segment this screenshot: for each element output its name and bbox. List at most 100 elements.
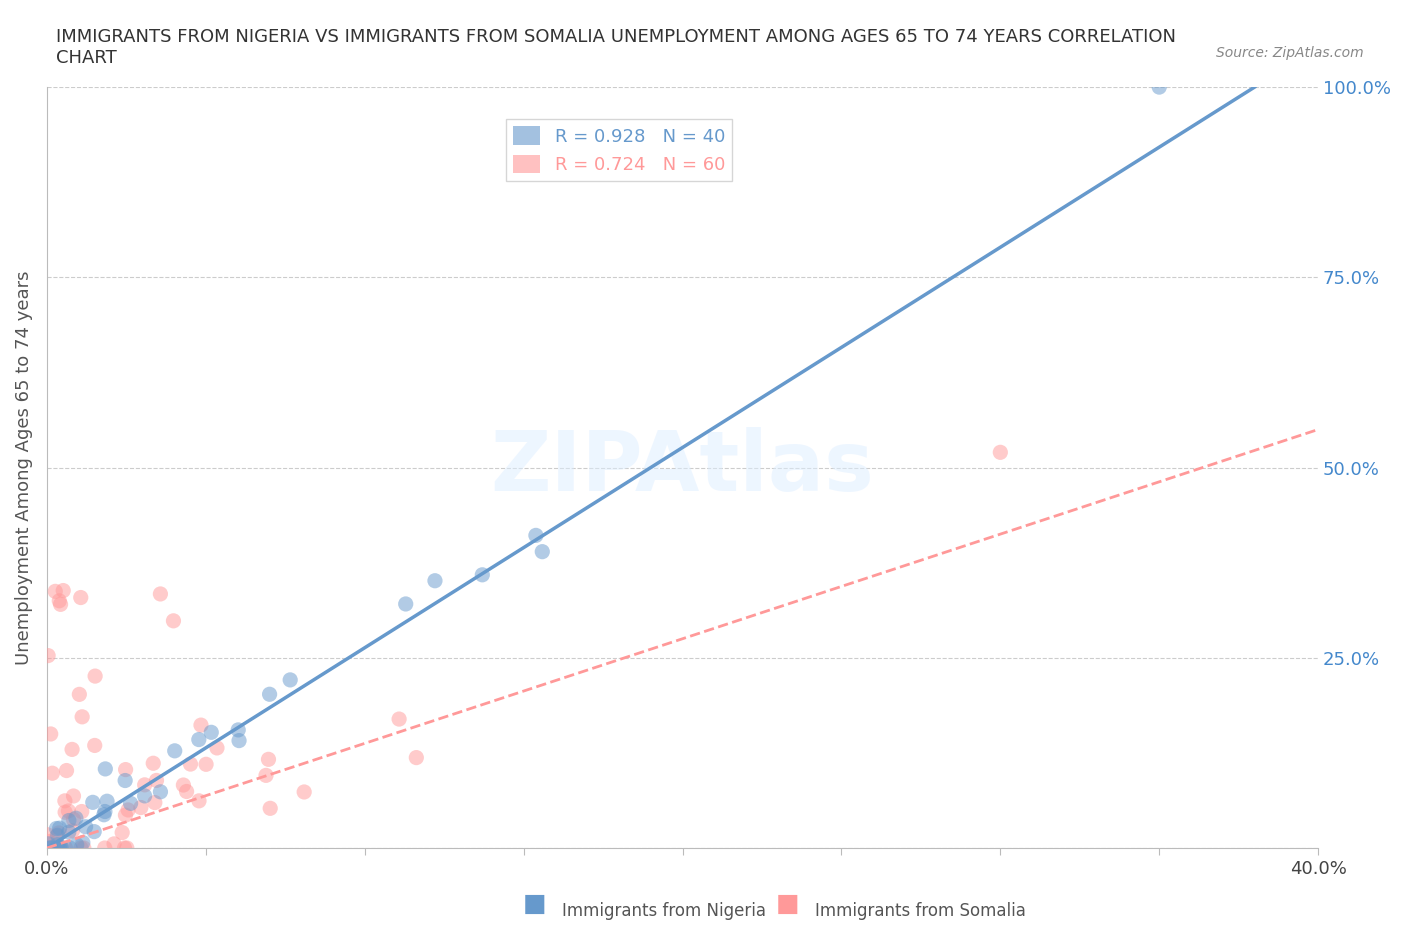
Text: Immigrants from Somalia: Immigrants from Somalia (815, 902, 1026, 921)
Immigrants from Somalia (94, 841, 117, 856)
Immigrants from Somalia (84, 669, 107, 684)
Immigrants from Somalia (188, 793, 211, 808)
Text: Immigrants from Nigeria: Immigrants from Nigeria (562, 902, 766, 921)
Immigrants from Somalia (53, 804, 76, 819)
Immigrants from Somalia (172, 777, 194, 792)
Immigrants from Somalia (114, 763, 136, 777)
Immigrants from Nigeria (93, 807, 115, 822)
Immigrants from Nigeria (134, 789, 156, 804)
Immigrants from Nigeria (200, 724, 222, 739)
Immigrants from Nigeria (72, 835, 94, 850)
Immigrants from Somalia (48, 841, 70, 856)
Immigrants from Somalia (55, 764, 77, 778)
Text: ■: ■ (523, 893, 546, 916)
Immigrants from Somalia (48, 593, 70, 608)
Immigrants from Nigeria (59, 841, 82, 856)
Immigrants from Somalia (73, 841, 96, 856)
Immigrants from Somalia (142, 756, 165, 771)
Immigrants from Somalia (55, 841, 77, 856)
Immigrants from Somalia (37, 834, 59, 849)
Immigrants from Somalia (37, 828, 59, 843)
Immigrants from Somalia (114, 841, 136, 856)
Immigrants from Somalia (70, 710, 93, 724)
Immigrants from Somalia (134, 777, 156, 792)
Immigrants from Somalia (292, 785, 315, 800)
Immigrants from Somalia (145, 773, 167, 788)
Immigrants from Nigeria (75, 819, 97, 834)
Immigrants from Nigeria (278, 672, 301, 687)
Immigrants from Nigeria (114, 773, 136, 788)
Immigrants from Somalia (117, 803, 139, 817)
Immigrants from Somalia (53, 793, 76, 808)
Immigrants from Nigeria (187, 732, 209, 747)
Immigrants from Nigeria (471, 567, 494, 582)
Immigrants from Nigeria (531, 544, 554, 559)
Immigrants from Nigeria (46, 837, 69, 852)
Immigrants from Somalia (48, 826, 70, 841)
Immigrants from Nigeria (58, 825, 80, 840)
Text: IMMIGRANTS FROM NIGERIA VS IMMIGRANTS FROM SOMALIA UNEMPLOYMENT AMONG AGES 65 TO: IMMIGRANTS FROM NIGERIA VS IMMIGRANTS FR… (56, 28, 1177, 67)
Immigrants from Nigeria (83, 824, 105, 839)
Immigrants from Somalia (70, 804, 93, 819)
Text: Source: ZipAtlas.com: Source: ZipAtlas.com (1216, 46, 1364, 60)
Immigrants from Somalia (45, 829, 67, 844)
Immigrants from Nigeria (395, 596, 418, 611)
Immigrants from Nigeria (46, 828, 69, 843)
Immigrants from Somalia (83, 738, 105, 753)
Immigrants from Nigeria (120, 796, 142, 811)
Legend: R = 0.928   N = 40, R = 0.724   N = 60: R = 0.928 N = 40, R = 0.724 N = 60 (506, 119, 733, 181)
Immigrants from Nigeria (226, 723, 249, 737)
Immigrants from Somalia (69, 591, 91, 605)
Immigrants from Nigeria (149, 784, 172, 799)
Immigrants from Somalia (205, 740, 228, 755)
Immigrants from Nigeria (48, 821, 70, 836)
Immigrants from Somalia (39, 726, 62, 741)
Immigrants from Nigeria (423, 573, 446, 588)
Immigrants from Nigeria (39, 841, 62, 856)
Immigrants from Somalia (37, 648, 59, 663)
Immigrants from Somalia (67, 687, 90, 702)
Immigrants from Somalia (176, 784, 198, 799)
Immigrants from Somalia (111, 825, 134, 840)
Immigrants from Somalia (114, 807, 136, 822)
Y-axis label: Unemployment Among Ages 65 to 74 years: Unemployment Among Ages 65 to 74 years (15, 271, 32, 665)
Immigrants from Somalia (388, 711, 411, 726)
Immigrants from Somalia (62, 789, 84, 804)
Text: ■: ■ (776, 893, 799, 916)
Immigrants from Somalia (179, 757, 201, 772)
Immigrants from Nigeria (82, 795, 104, 810)
Immigrants from Nigeria (49, 841, 72, 856)
Immigrants from Somalia (149, 587, 172, 602)
Immigrants from Somalia (115, 841, 138, 856)
Immigrants from Somalia (257, 751, 280, 766)
Immigrants from Somalia (49, 597, 72, 612)
Immigrants from Somalia (988, 445, 1011, 459)
Immigrants from Somalia (143, 795, 166, 810)
Immigrants from Somalia (42, 841, 65, 856)
Immigrants from Nigeria (51, 841, 73, 856)
Immigrants from Nigeria (38, 841, 60, 856)
Immigrants from Nigeria (96, 794, 118, 809)
Text: ZIPAtlas: ZIPAtlas (491, 427, 875, 508)
Immigrants from Nigeria (94, 804, 117, 819)
Immigrants from Nigeria (45, 821, 67, 836)
Immigrants from Nigeria (1147, 80, 1170, 95)
Immigrants from Somalia (195, 757, 218, 772)
Immigrants from Somalia (62, 823, 84, 838)
Immigrants from Nigeria (49, 841, 72, 856)
Immigrants from Nigeria (259, 687, 281, 702)
Immigrants from Somalia (41, 841, 63, 856)
Immigrants from Nigeria (94, 762, 117, 777)
Immigrants from Nigeria (66, 837, 89, 852)
Immigrants from Somalia (41, 765, 63, 780)
Immigrants from Somalia (58, 804, 80, 818)
Immigrants from Nigeria (58, 813, 80, 828)
Immigrants from Somalia (129, 800, 152, 815)
Immigrants from Somalia (259, 801, 281, 816)
Immigrants from Somalia (254, 768, 277, 783)
Immigrants from Somalia (52, 583, 75, 598)
Immigrants from Nigeria (524, 528, 547, 543)
Immigrants from Somalia (62, 812, 84, 827)
Immigrants from Somalia (60, 742, 83, 757)
Immigrants from Nigeria (65, 811, 87, 826)
